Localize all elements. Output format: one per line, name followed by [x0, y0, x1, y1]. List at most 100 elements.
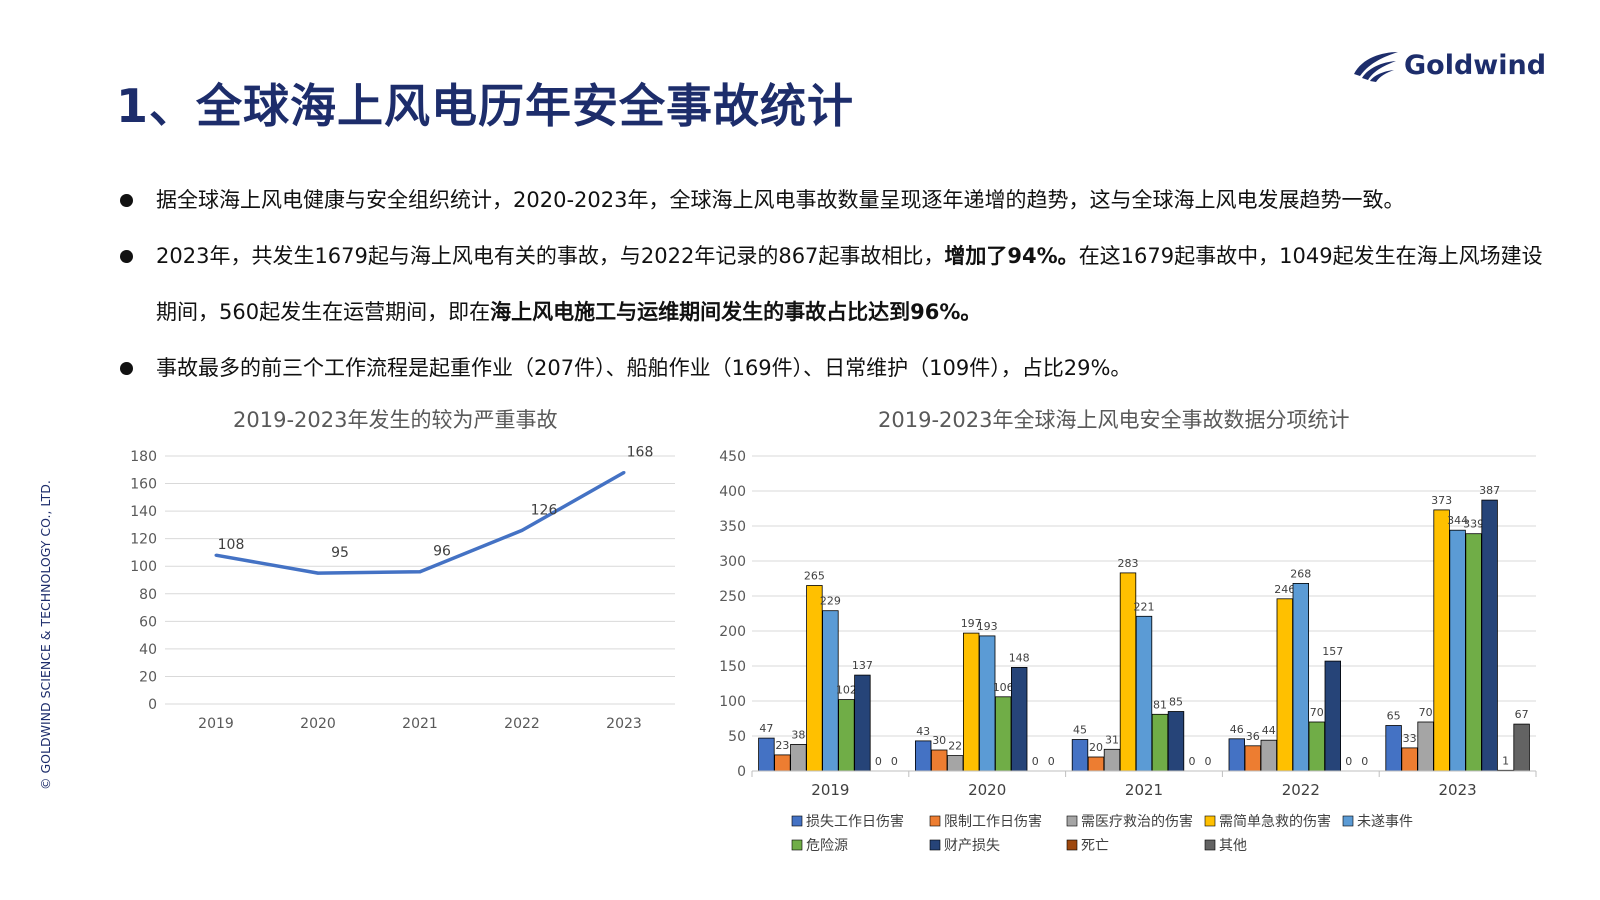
- line-chart: 0 20 40 60 80 100 120 140 160 180 2019 2020 2021 2022…: [130, 445, 675, 732]
- bar: [1244, 745, 1262, 772]
- data-label: 168: [627, 445, 654, 461]
- data-label: 38: [791, 728, 805, 741]
- legend-swatch: [791, 815, 803, 827]
- bullet-item: 2023年，共发生1679起与海上风电有关的事故，与2022年记录的867起事故…: [116, 228, 1556, 340]
- data-label: 67: [1515, 708, 1529, 721]
- y-tick-label: 300: [719, 554, 746, 570]
- data-label: 0: [1189, 755, 1196, 768]
- data-label: 0: [1205, 755, 1212, 768]
- y-tick-label: 100: [719, 694, 746, 710]
- data-label: 65: [1387, 710, 1401, 723]
- data-label: 157: [1322, 645, 1343, 658]
- data-label: 20: [1089, 741, 1103, 754]
- data-point: [622, 471, 626, 475]
- bullet-text: 据全球海上风电健康与安全组织统计，2020-2023年，全球海上风电事故数量呈现…: [156, 188, 1405, 212]
- bar: [838, 699, 855, 772]
- data-label: 23: [775, 739, 789, 752]
- y-tick-label: 350: [719, 519, 746, 535]
- data-label: 31: [1105, 733, 1119, 746]
- bar: [1417, 721, 1434, 772]
- data-label: 0: [1345, 755, 1352, 768]
- x-tick-label: 2020: [300, 716, 336, 732]
- y-tick-label: 100: [130, 559, 157, 575]
- data-label: 96: [433, 544, 451, 560]
- legend-swatch: [1066, 815, 1078, 827]
- y-tick-label: 140: [130, 504, 157, 520]
- data-label: 36: [1246, 730, 1260, 743]
- data-label: 344: [1447, 514, 1468, 527]
- legend-swatch: [1204, 815, 1216, 827]
- bullet-item: 据全球海上风电健康与安全组织统计，2020-2023年，全球海上风电事故数量呈现…: [116, 172, 1556, 228]
- data-label: 137: [852, 659, 873, 672]
- bar: [914, 740, 932, 772]
- bullet-item: 事故最多的前三个工作流程是起重作业（207件）、船舶作业（169件）、日常维护（…: [116, 340, 1556, 396]
- data-label: 30: [932, 734, 946, 747]
- brand-logo: Goldwind: [1352, 48, 1546, 82]
- data-label: 85: [1169, 696, 1183, 709]
- bar-chart-title: 2019-2023年全球海上风电安全事故数据分项统计: [878, 408, 1350, 432]
- bar: [930, 749, 948, 772]
- y-tick-label: 80: [139, 587, 157, 603]
- bullet-dot-icon: [120, 194, 133, 207]
- data-label: 0: [891, 755, 898, 768]
- y-tick-label: 50: [728, 729, 746, 745]
- data-label: 193: [977, 620, 998, 633]
- data-label: 33: [1403, 732, 1417, 745]
- bar: [1513, 723, 1530, 772]
- bar: [1449, 529, 1466, 772]
- data-label: 339: [1463, 518, 1484, 531]
- legend-label: 需医疗救治的伤害: [1081, 814, 1193, 830]
- bar: [758, 737, 775, 772]
- data-label: 0: [875, 755, 882, 768]
- bullet-dot-icon: [120, 250, 133, 263]
- legend-swatch: [1204, 839, 1216, 851]
- bullet-text: 在这1679起事故中，1049起发生在海上风场建设期间，560起发生在运营期间，…: [156, 244, 1543, 324]
- data-label: 70: [1310, 706, 1324, 719]
- line-chart-title: 2019-2023年发生的较为严重事故: [233, 408, 558, 432]
- bar: [1465, 533, 1482, 772]
- legend-swatch: [929, 839, 941, 851]
- data-label: 43: [916, 725, 930, 738]
- bar: [1167, 711, 1185, 772]
- bar: [1401, 747, 1418, 772]
- data-label: 22: [948, 740, 962, 753]
- y-tick-label: 20: [139, 669, 157, 685]
- data-label: 102: [836, 684, 857, 697]
- bar: [1276, 598, 1294, 772]
- bar: [1308, 721, 1326, 772]
- x-tick-label: 2022: [1282, 781, 1320, 799]
- y-tick-label: 120: [130, 532, 157, 548]
- x-tick-label: 2021: [402, 716, 438, 732]
- y-tick-label: 40: [139, 642, 157, 658]
- legend-swatch: [1066, 839, 1078, 851]
- bar: [1228, 738, 1246, 772]
- page-title: 1、全球海上风电历年安全事故统计: [116, 79, 855, 133]
- x-tick-label: 2023: [1439, 781, 1477, 799]
- legend-label: 限制工作日伤害: [944, 814, 1042, 830]
- bar: [1071, 739, 1089, 772]
- data-label: 265: [804, 570, 825, 583]
- bar: [994, 696, 1012, 772]
- x-tick-label: 2021: [1125, 781, 1163, 799]
- data-label: 221: [1134, 600, 1155, 613]
- data-point: [316, 571, 320, 575]
- data-label: 1: [1502, 754, 1509, 767]
- bar: [1260, 739, 1278, 772]
- bar: [1151, 713, 1169, 772]
- y-tick-label: 0: [148, 697, 157, 713]
- bar: [1135, 615, 1153, 772]
- bar-chart: 0501001502002503003504004504723382652291…: [719, 449, 1537, 854]
- bar: [806, 585, 823, 772]
- logo-text: Goldwind: [1404, 49, 1547, 81]
- bar: [854, 674, 871, 772]
- data-label: 81: [1153, 698, 1167, 711]
- x-tick-label: 2023: [606, 716, 642, 732]
- bullet-text: 海上风电施工与运维期间发生的事故占比达到96%。: [490, 300, 982, 324]
- data-point: [214, 553, 218, 557]
- bar: [1433, 509, 1450, 772]
- bar: [1324, 660, 1342, 772]
- y-tick-label: 150: [719, 659, 746, 675]
- x-tick-label: 2019: [198, 716, 234, 732]
- data-point: [418, 570, 422, 574]
- data-label: 229: [820, 595, 841, 608]
